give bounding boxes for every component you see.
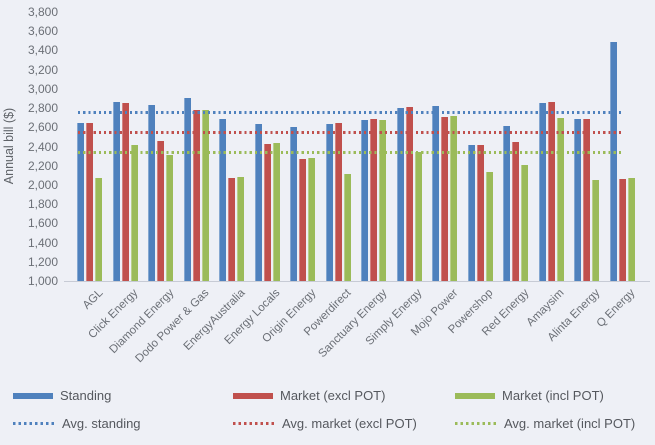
- legend-label: Avg. standing: [62, 416, 141, 431]
- legend-label: Market (incl POT): [502, 388, 604, 403]
- legend-item-market-incl-pot: Market (incl POT): [455, 388, 604, 403]
- legend-label: Standing: [60, 388, 112, 403]
- bar-mojo-power-standing: [432, 106, 440, 281]
- bar-powershop-standing: [467, 144, 475, 281]
- y-tick-2-600: 2,600: [27, 120, 58, 135]
- y-tick-2-000: 2,000: [27, 177, 58, 192]
- bar-energy-locals-market-excl-pot: [263, 143, 271, 281]
- y-tick-3-200: 3,200: [27, 62, 58, 77]
- bar-dodo-power-gas-standing: [183, 97, 191, 281]
- bar-origin-energy-market-excl-pot: [299, 158, 307, 281]
- avg-line-avg-market-incl-pot: [78, 151, 622, 155]
- legend-item-avg-market-incl-pot: Avg. market (incl POT): [455, 416, 635, 431]
- y-tick-3-800: 3,800: [27, 5, 58, 19]
- bar-powerdirect-market-excl-pot: [334, 123, 342, 281]
- bar-agl-standing: [77, 123, 85, 281]
- bar-powerdirect-market-incl-pot: [343, 174, 351, 281]
- y-tick-1-800: 1,800: [27, 197, 58, 212]
- bar-q-energy-market-incl-pot: [627, 178, 635, 281]
- legend-label: Avg. market (incl POT): [504, 416, 636, 431]
- bar-simply-energy-market-excl-pot: [405, 107, 413, 281]
- bar-click-energy-standing: [112, 102, 120, 281]
- bar-energy-locals-standing: [254, 124, 262, 281]
- y-tick-3-400: 3,400: [27, 43, 58, 58]
- legend-item-standing: Standing: [13, 388, 111, 403]
- x-axis-line: [64, 281, 650, 282]
- legend-color-swatch: [455, 392, 495, 399]
- bar-amaysim-standing: [538, 103, 546, 281]
- legend-dotted-line-swatch: [233, 422, 275, 425]
- bar-mojo-power-market-incl-pot: [450, 115, 458, 281]
- legend-dotted-line-swatch: [455, 422, 497, 425]
- bar-q-energy-standing: [609, 41, 617, 281]
- legend-label: Avg. market (excl POT): [282, 416, 417, 431]
- legend-label: Market (excl POT): [280, 388, 386, 403]
- bar-origin-energy-standing: [290, 127, 298, 281]
- bar-click-energy-market-incl-pot: [130, 144, 138, 281]
- bar-red-energy-market-incl-pot: [521, 164, 529, 281]
- legend-item-market-excl-pot: Market (excl POT): [233, 388, 385, 403]
- bar-red-energy-market-excl-pot: [512, 141, 520, 281]
- bar-simply-energy-market-incl-pot: [414, 152, 422, 281]
- bar-agl-market-incl-pot: [95, 178, 103, 281]
- y-tick-1-200: 1,200: [27, 254, 58, 269]
- bar-sanctuary-energy-market-incl-pot: [379, 119, 387, 281]
- y-tick-3-600: 3,600: [27, 24, 58, 39]
- avg-line-avg-standing: [78, 110, 622, 114]
- y-tick-2-400: 2,400: [27, 139, 58, 154]
- bar-alinta-energy-standing: [574, 118, 582, 281]
- y-tick-2-800: 2,800: [27, 101, 58, 116]
- bar-diamond-energy-market-incl-pot: [166, 155, 174, 281]
- bar-q-energy-market-excl-pot: [618, 179, 626, 281]
- bar-diamond-energy-standing: [148, 105, 156, 281]
- bar-energyaustralia-market-excl-pot: [228, 178, 236, 281]
- bar-sanctuary-energy-standing: [361, 119, 369, 281]
- legend-color-swatch: [13, 392, 53, 399]
- avg-line-avg-market-excl-pot: [78, 131, 622, 135]
- bar-dodo-power-gas-market-incl-pot: [201, 109, 209, 281]
- legend-item-avg-standing: Avg. standing: [13, 416, 141, 431]
- bar-amaysim-market-incl-pot: [556, 117, 564, 281]
- bar-energyaustralia-market-incl-pot: [237, 177, 245, 281]
- legend-dotted-line-swatch: [13, 422, 55, 425]
- bar-alinta-energy-market-excl-pot: [583, 118, 591, 281]
- bar-powerdirect-standing: [325, 124, 333, 281]
- bar-amaysim-market-excl-pot: [547, 102, 555, 281]
- bar-sanctuary-energy-market-excl-pot: [370, 118, 378, 281]
- bar-click-energy-market-excl-pot: [121, 103, 129, 281]
- y-tick-1-000: 1,000: [27, 274, 58, 288]
- bar-powershop-market-incl-pot: [485, 172, 493, 281]
- y-tick-2-200: 2,200: [27, 158, 58, 173]
- y-tick-1-600: 1,600: [27, 216, 58, 231]
- bar-dodo-power-gas-market-excl-pot: [192, 109, 200, 281]
- bar-alinta-energy-market-incl-pot: [592, 180, 600, 281]
- y-tick-3-000: 3,000: [27, 81, 58, 96]
- bar-energy-locals-market-incl-pot: [272, 142, 280, 281]
- bar-diamond-energy-market-excl-pot: [157, 140, 165, 281]
- bar-energyaustralia-standing: [219, 118, 227, 281]
- bar-simply-energy-standing: [396, 108, 404, 281]
- legend-item-avg-market-excl-pot: Avg. market (excl POT): [233, 416, 417, 431]
- bar-red-energy-standing: [503, 126, 511, 281]
- bar-powershop-market-excl-pot: [476, 144, 484, 281]
- bar-mojo-power-market-excl-pot: [441, 116, 449, 281]
- bar-agl-market-excl-pot: [86, 123, 94, 281]
- legend-color-swatch: [233, 392, 273, 399]
- bar-origin-energy-market-incl-pot: [308, 158, 316, 281]
- y-tick-1-400: 1,400: [27, 235, 58, 250]
